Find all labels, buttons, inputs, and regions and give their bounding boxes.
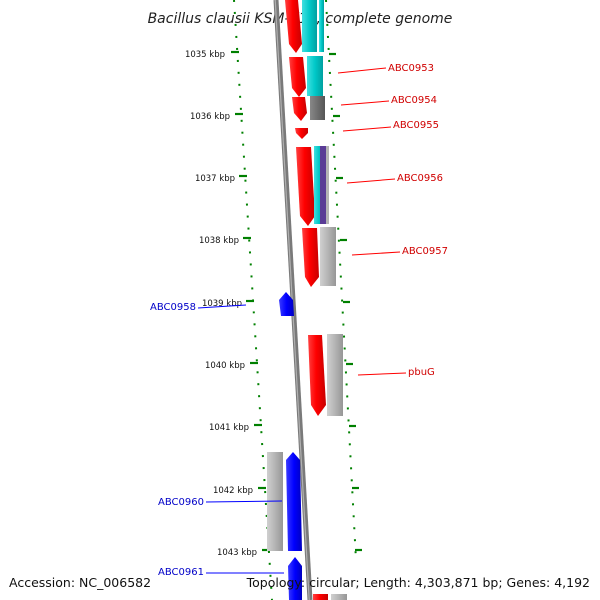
tick-label: 1035 kbp (185, 50, 225, 60)
topology-text: Topology: circular; Length: 4,303,871 bp… (246, 575, 590, 590)
accession-text: Accession: NC_006582 (9, 575, 151, 590)
cyan-feature-thin (319, 0, 324, 52)
gene-arrow-ABC0960 (286, 452, 302, 551)
gene-arrow-ABC0958 (279, 292, 294, 316)
tick-label: 1040 kbp (205, 361, 245, 371)
gene-labels-reverse: ABC0958 ABC0960 ABC0961 (150, 302, 204, 578)
tick-label: 1038 kbp (199, 236, 239, 246)
purple-feature (320, 146, 327, 224)
label-leaders-forward (337, 67, 407, 376)
gene-label-ABC0956[interactable]: ABC0956 (397, 173, 443, 184)
label-leaders-reverse (197, 304, 284, 574)
reverse-features (267, 292, 302, 600)
tick-labels: 1035 kbp 1036 kbp 1037 kbp 1038 kbp 1039… (185, 50, 257, 558)
tick-label: 1036 kbp (190, 112, 230, 122)
gene-label-ABC0957[interactable]: ABC0957 (402, 246, 448, 257)
darkgray-feature (310, 96, 325, 120)
gene-label-pbuG[interactable]: pbuG (408, 367, 435, 378)
gene-arrow-continuation (285, 0, 302, 53)
tick-label: 1041 kbp (209, 423, 249, 433)
gene-arrow-ABC0956 (296, 147, 315, 226)
map-title: Bacillus clausii KSM-K16, complete genom… (148, 11, 453, 27)
cyan-feature (307, 56, 323, 96)
gene-arrow-ABC0961 (288, 557, 302, 600)
gray-feature (326, 146, 329, 224)
red-feature-continuation (313, 594, 328, 600)
gene-label-ABC0953[interactable]: ABC0953 (388, 63, 434, 74)
gene-label-ABC0958[interactable]: ABC0958 (150, 302, 196, 313)
gene-label-ABC0954[interactable]: ABC0954 (391, 95, 437, 106)
tick-label: 1037 kbp (195, 174, 235, 184)
gray-feature-continuation (331, 594, 347, 600)
gene-arrow-ABC0953 (289, 57, 306, 97)
gene-label-ABC0955[interactable]: ABC0955 (393, 120, 439, 131)
gene-arrow-pbuG (308, 335, 326, 416)
gray-feature (320, 227, 336, 286)
gene-label-ABC0961[interactable]: ABC0961 (158, 567, 204, 578)
cyan-feature (314, 146, 324, 224)
tick-label: 1043 kbp (217, 548, 257, 558)
forward-features (285, 0, 347, 600)
gene-label-ABC0960[interactable]: ABC0960 (158, 497, 204, 508)
tick-label: 1039 kbp (202, 299, 242, 309)
tick-label: 1042 kbp (213, 486, 253, 496)
gray-feature (327, 334, 343, 416)
gene-arrow-ABC0955 (295, 128, 308, 139)
gene-arrow-ABC0954 (292, 97, 307, 121)
gene-arrow-ABC0957 (302, 228, 319, 287)
cyan-feature (302, 0, 317, 52)
gene-labels-forward: ABC0953 ABC0954 ABC0955 ABC0956 ABC0957 … (388, 63, 448, 378)
